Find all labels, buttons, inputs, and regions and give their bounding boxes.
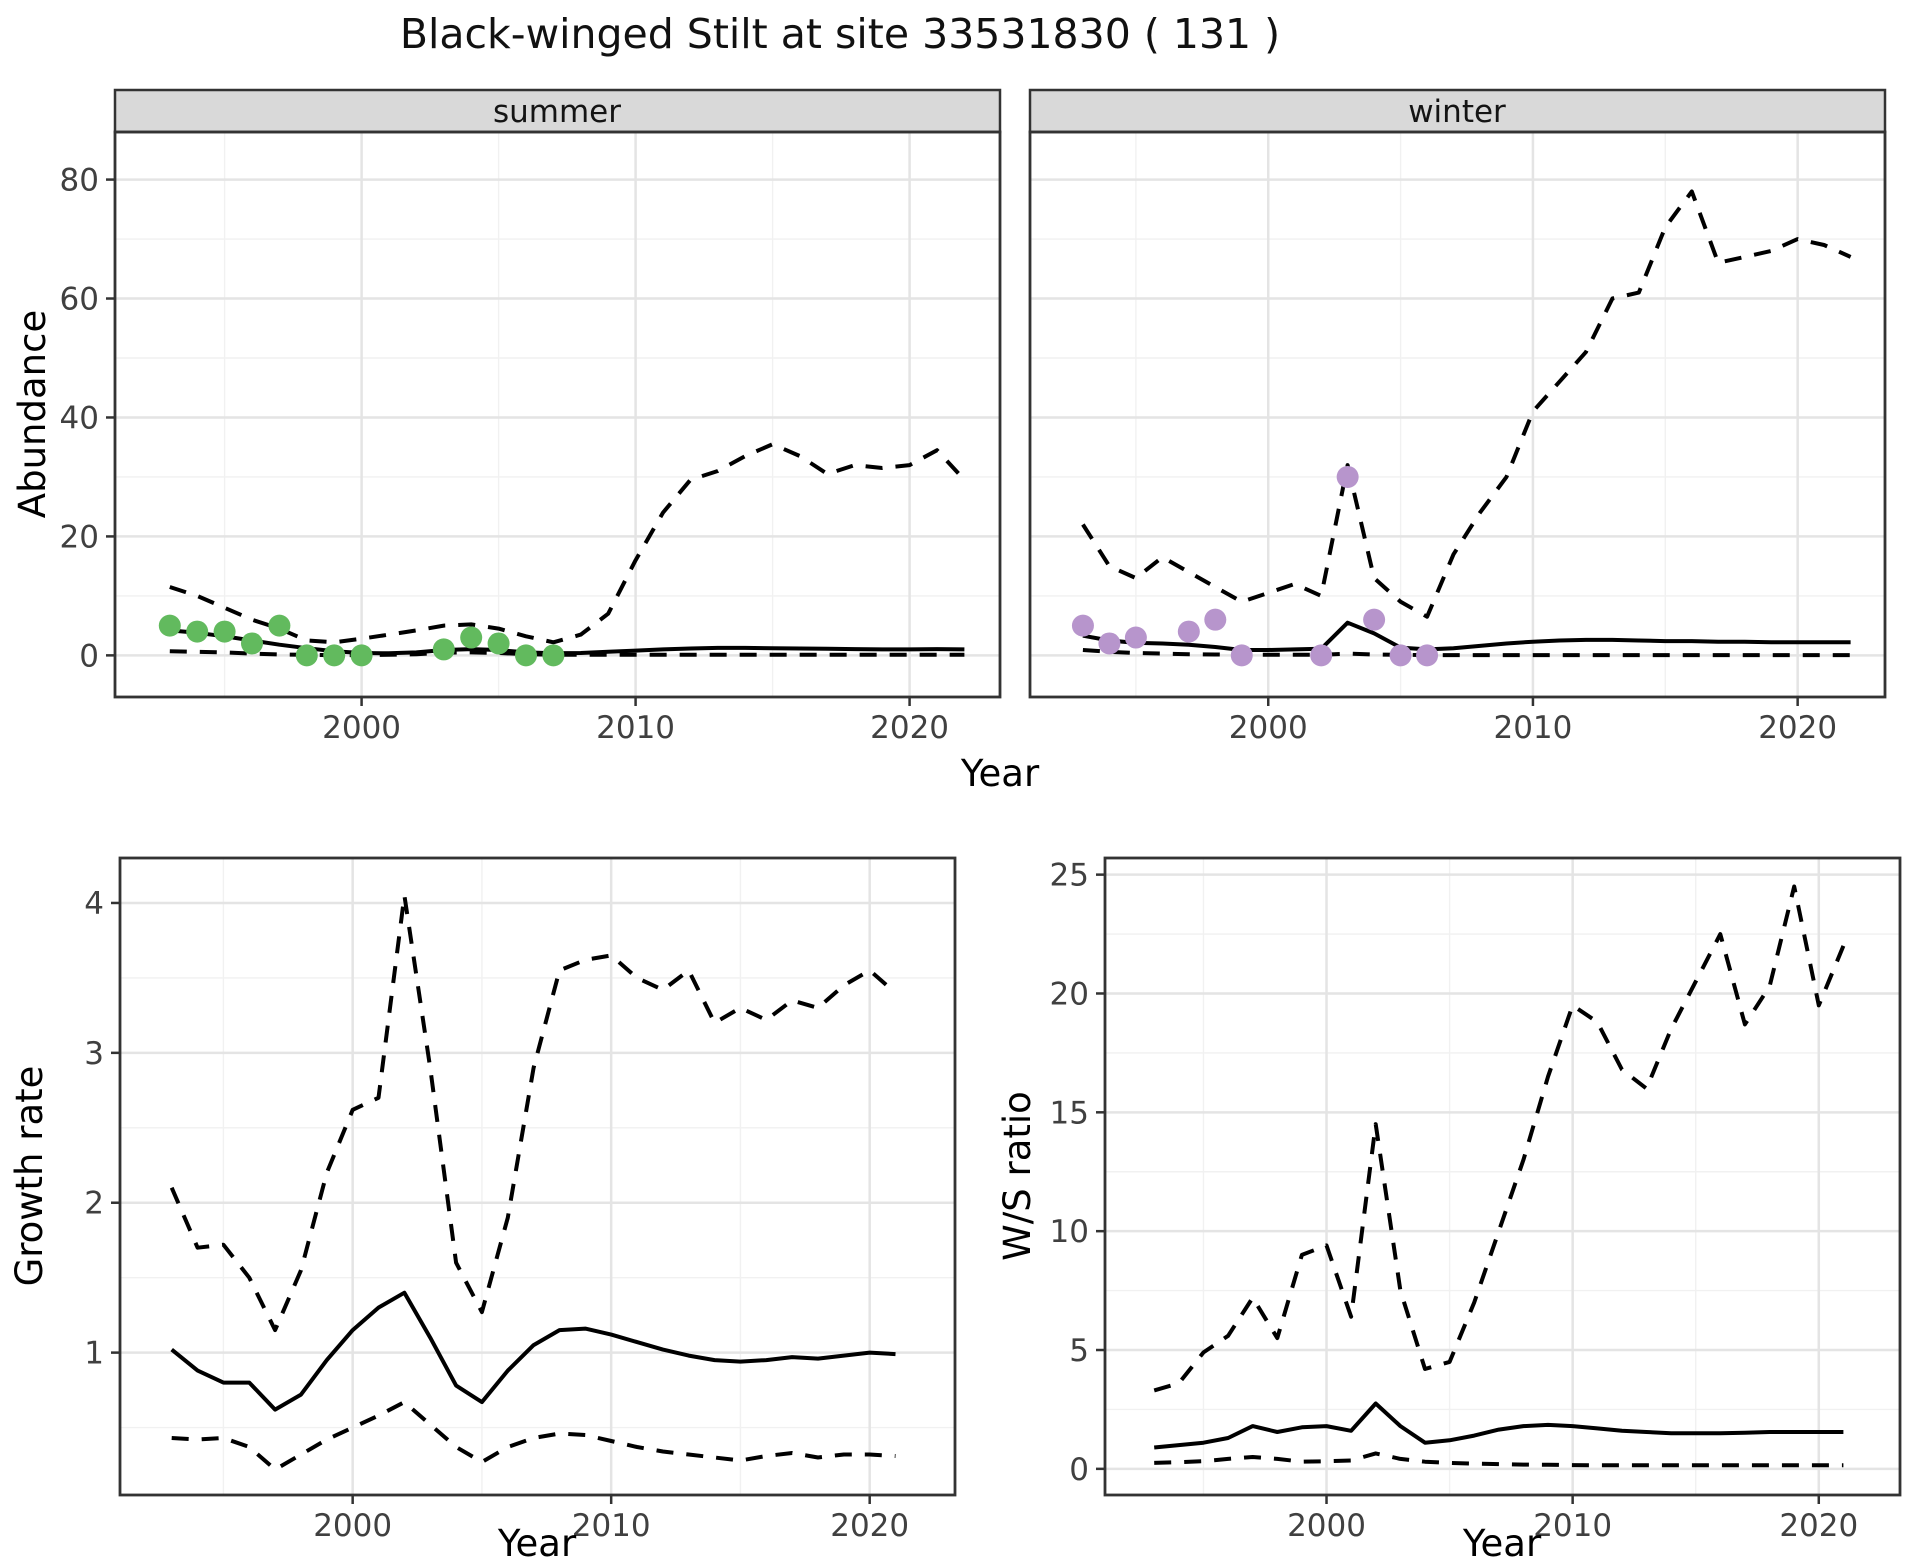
y-tick-label: 5 (1069, 1333, 1089, 1369)
ci-line-lower_95_ci (171, 1400, 896, 1472)
y-tick-label: 20 (1050, 976, 1089, 1012)
x-tick-label: 2020 (1758, 710, 1837, 746)
panel-border (118, 856, 957, 1497)
observation-point (1124, 626, 1147, 649)
x-tick-label: 2010 (1533, 1508, 1612, 1544)
y-tick-label: 10 (1050, 1214, 1089, 1250)
y-tick-label: 15 (1050, 1095, 1089, 1131)
ci-line-upper_95_ci (1081, 189, 1852, 619)
observation-point (1098, 632, 1121, 655)
ci-line-upper_95_ci (1153, 884, 1846, 1393)
y-tick-label: 40 (60, 400, 99, 436)
facet-label-winter: winter (1408, 94, 1506, 130)
y-tick-label: 20 (60, 519, 99, 555)
observation-point (542, 644, 565, 667)
panel-background (1105, 858, 1900, 1495)
estimate-line (1154, 1401, 1844, 1450)
facet-strip (1028, 88, 1887, 134)
observation-point (240, 632, 263, 655)
observation-point (1363, 608, 1386, 631)
ci-line-lower_95_ci (1082, 648, 1851, 658)
x-tick-label: 2000 (1229, 710, 1308, 746)
observation-point (186, 620, 209, 643)
y-tick-label: 80 (60, 163, 99, 199)
x-tick-label: 2010 (1493, 710, 1572, 746)
estimate-line (1082, 620, 1851, 652)
x-tick-label: 2000 (322, 710, 401, 746)
observation-point (323, 644, 346, 667)
facet-label-summer: summer (493, 94, 621, 130)
y-tick-label: 25 (1050, 858, 1089, 894)
panel-background (1030, 132, 1885, 697)
panel-border (1028, 130, 1887, 699)
y-axis-title-growth-rate: Growth rate (8, 1066, 51, 1287)
observation-point (1177, 620, 1200, 643)
plot-title: Black-winged Stilt at site 33531830 ( 13… (400, 10, 1280, 58)
x-tick-label: 2020 (870, 710, 949, 746)
observation-point (1204, 608, 1227, 631)
panel-border (1103, 856, 1902, 1497)
observation-point (350, 644, 373, 667)
y-tick-label: 0 (1069, 1452, 1089, 1488)
observation-point (1416, 644, 1439, 667)
observation-point (1310, 644, 1333, 667)
y-axis-title-abundance: Abundance (11, 310, 54, 518)
x-axis-title-year-top: Year (960, 752, 1040, 795)
x-axis-title-year-bottom-right: Year (1462, 1522, 1542, 1560)
y-tick-label: 3 (84, 1036, 104, 1072)
ci-line-lower_95_ci (1154, 1451, 1844, 1468)
y-tick-label: 60 (60, 282, 99, 318)
estimate-line (170, 1290, 896, 1412)
y-axis-title-ws-ratio: W/S ratio (996, 1091, 1039, 1261)
y-tick-label: 4 (84, 886, 104, 922)
x-tick-label: 2000 (313, 1508, 392, 1544)
observation-point (514, 644, 537, 667)
x-axis-title-year-bottom-left: Year (497, 1522, 577, 1560)
observation-point (213, 620, 236, 643)
observation-point (1230, 644, 1253, 667)
observation-point (432, 638, 455, 661)
panel-background (120, 858, 955, 1495)
observation-point (295, 644, 318, 667)
x-tick-label: 2020 (830, 1508, 909, 1544)
x-tick-label: 2020 (1779, 1508, 1858, 1544)
y-tick-label: 1 (84, 1336, 104, 1372)
observation-point (158, 614, 181, 637)
panel-border (113, 130, 1002, 699)
observation-point (460, 626, 483, 649)
panel-background (115, 132, 1000, 697)
ci-line-upper_95_ci (169, 893, 897, 1333)
x-tick-label: 2010 (596, 710, 675, 746)
x-tick-label: 2010 (572, 1508, 651, 1544)
observation-point (1389, 644, 1412, 667)
observation-point (268, 614, 291, 637)
x-tick-label: 2000 (1287, 1508, 1366, 1544)
observation-point (487, 632, 510, 655)
y-tick-label: 0 (79, 638, 99, 674)
y-tick-label: 2 (84, 1186, 104, 1222)
observation-point (1336, 465, 1359, 488)
observation-point (1071, 614, 1094, 637)
